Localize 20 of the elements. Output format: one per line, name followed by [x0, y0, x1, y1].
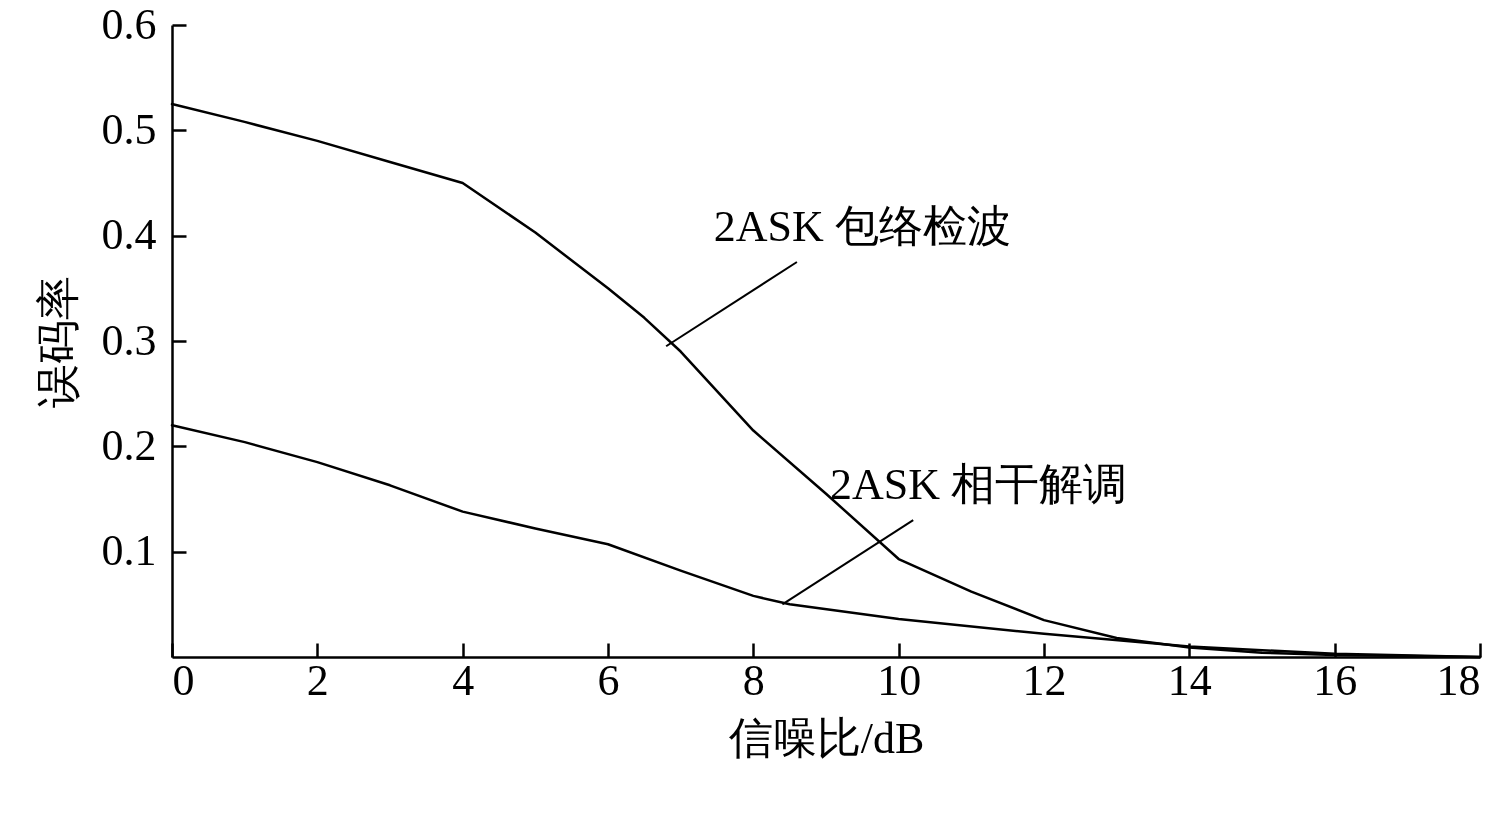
- annotation: 2ASK 相干解调: [830, 460, 1128, 509]
- x-tick-label: 2: [306, 655, 329, 705]
- y-axis-title: 误码率: [33, 275, 83, 408]
- x-tick-label: 12: [1022, 655, 1067, 705]
- x-tick-label: 14: [1167, 655, 1212, 705]
- y-tick-label: 0.2: [101, 420, 157, 470]
- x-tick-label: 0: [172, 655, 195, 705]
- x-tick-label: 10: [877, 655, 922, 705]
- x-axis-title: 信噪比/dB: [728, 713, 925, 763]
- y-tick-label: 0.3: [101, 315, 157, 365]
- y-tick-label: 0.6: [101, 0, 157, 49]
- annotation: 2ASK 包络检波: [713, 201, 1011, 251]
- x-tick-label: 6: [597, 655, 620, 705]
- y-tick-label: 0.1: [101, 526, 157, 576]
- y-tick-label: 0.5: [101, 104, 157, 154]
- y-tick-label: 0.4: [101, 210, 157, 260]
- x-tick-label: 16: [1313, 655, 1358, 705]
- x-tick-label: 8: [742, 655, 765, 705]
- x-tick-label: 4: [452, 655, 475, 705]
- x-tick-label: 18: [1436, 655, 1481, 705]
